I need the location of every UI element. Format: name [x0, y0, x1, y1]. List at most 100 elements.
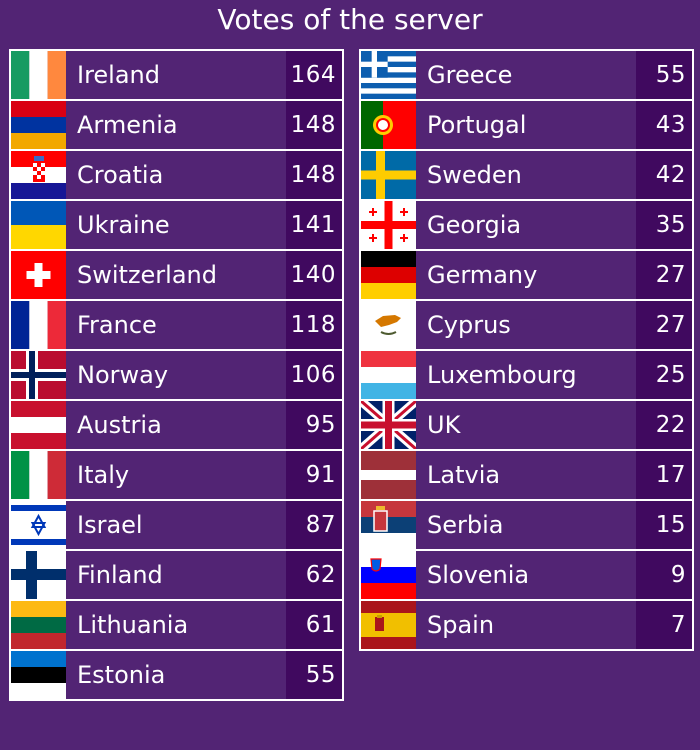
country-name: Finland: [77, 561, 163, 589]
france-flag-icon: [11, 301, 66, 349]
germany-flag-icon: [361, 251, 416, 299]
greece-flag-icon: [361, 51, 416, 99]
scoreboard-row: Lithuania 61: [11, 601, 342, 651]
scoreboard-row: Greece 55: [361, 51, 692, 101]
country-name: Greece: [427, 61, 513, 89]
georgia-flag-icon: [361, 201, 416, 249]
latvia-flag-icon: [361, 451, 416, 499]
scoreboard-row: Finland 62: [11, 551, 342, 601]
vote-score: 17: [636, 451, 692, 499]
scoreboard-row: Israel 87: [11, 501, 342, 551]
vote-score: 140: [286, 251, 342, 299]
vote-score: 35: [636, 201, 692, 249]
vote-score: 25: [636, 351, 692, 399]
country-name: Serbia: [427, 511, 504, 539]
scoreboard-right-column: Greece 55 Portugal 43 Sweden 42 Georgia …: [359, 49, 694, 651]
vote-score: 62: [286, 551, 342, 599]
vote-score: 141: [286, 201, 342, 249]
vote-score: 27: [636, 251, 692, 299]
spain-flag-icon: [361, 601, 416, 649]
uk-flag-icon: [361, 401, 416, 449]
country-name: Croatia: [77, 161, 164, 189]
scoreboard-row: Luxembourg 25: [361, 351, 692, 401]
country-name: Ireland: [77, 61, 161, 89]
country-name: Cyprus: [427, 311, 511, 339]
switzerland-flag-icon: [11, 251, 66, 299]
country-name: Portugal: [427, 111, 527, 139]
scoreboard-row: Austria 95: [11, 401, 342, 451]
country-name: Israel: [77, 511, 143, 539]
scoreboard-row: Sweden 42: [361, 151, 692, 201]
cyprus-flag-icon: [361, 301, 416, 349]
slovenia-flag-icon: [361, 551, 416, 599]
vote-score: 164: [286, 51, 342, 99]
country-name: Ukraine: [77, 211, 170, 239]
croatia-flag-icon: [11, 151, 66, 199]
country-name: Luxembourg: [427, 361, 577, 389]
page-title: Votes of the server: [217, 3, 483, 36]
scoreboard-row: Georgia 35: [361, 201, 692, 251]
armenia-flag-icon: [11, 101, 66, 149]
vote-score: 148: [286, 151, 342, 199]
country-name: Slovenia: [427, 561, 530, 589]
vote-score: 87: [286, 501, 342, 549]
scoreboard-row: Croatia 148: [11, 151, 342, 201]
serbia-flag-icon: [361, 501, 416, 549]
country-name: UK: [427, 411, 461, 439]
estonia-flag-icon: [11, 651, 66, 699]
scoreboard-row: France 118: [11, 301, 342, 351]
scoreboard-row: Serbia 15: [361, 501, 692, 551]
vote-score: 61: [286, 601, 342, 649]
portugal-flag-icon: [361, 101, 416, 149]
luxembourg-flag-icon: [361, 351, 416, 399]
ukraine-flag-icon: [11, 201, 66, 249]
vote-score: 148: [286, 101, 342, 149]
scoreboard-row: Switzerland 140: [11, 251, 342, 301]
vote-score: 7: [636, 601, 692, 649]
vote-score: 106: [286, 351, 342, 399]
sweden-flag-icon: [361, 151, 416, 199]
austria-flag-icon: [11, 401, 66, 449]
scoreboard-row: Slovenia 9: [361, 551, 692, 601]
vote-score: 118: [286, 301, 342, 349]
ireland-flag-icon: [11, 51, 66, 99]
scoreboard-row: Germany 27: [361, 251, 692, 301]
country-name: Italy: [77, 461, 130, 489]
scoreboard-row: Cyprus 27: [361, 301, 692, 351]
country-name: Switzerland: [77, 261, 217, 289]
country-name: Norway: [77, 361, 169, 389]
israel-flag-icon: [11, 501, 66, 549]
scoreboard-row: UK 22: [361, 401, 692, 451]
vote-score: 15: [636, 501, 692, 549]
scoreboard-left-column: Ireland 164 Armenia 148 Croatia 148 Ukra…: [9, 49, 344, 701]
country-name: Latvia: [427, 461, 501, 489]
vote-score: 22: [636, 401, 692, 449]
vote-score: 91: [286, 451, 342, 499]
italy-flag-icon: [11, 451, 66, 499]
scoreboard-row: Ireland 164: [11, 51, 342, 101]
finland-flag-icon: [11, 551, 66, 599]
scoreboard-row: Armenia 148: [11, 101, 342, 151]
vote-score: 55: [636, 51, 692, 99]
scoreboard-row: Norway 106: [11, 351, 342, 401]
country-name: Lithuania: [77, 611, 189, 639]
scoreboard-row: Portugal 43: [361, 101, 692, 151]
vote-score: 42: [636, 151, 692, 199]
country-name: Germany: [427, 261, 538, 289]
country-name: Georgia: [427, 211, 522, 239]
scoreboard-row: Italy 91: [11, 451, 342, 501]
vote-score: 95: [286, 401, 342, 449]
country-name: Estonia: [77, 661, 166, 689]
vote-score: 43: [636, 101, 692, 149]
scoreboard-row: Latvia 17: [361, 451, 692, 501]
country-name: Austria: [77, 411, 162, 439]
country-name: Armenia: [77, 111, 178, 139]
vote-score: 55: [286, 651, 342, 699]
lithuania-flag-icon: [11, 601, 66, 649]
vote-score: 27: [636, 301, 692, 349]
scoreboard-row: Spain 7: [361, 601, 692, 651]
norway-flag-icon: [11, 351, 66, 399]
vote-score: 9: [636, 551, 692, 599]
scoreboard-row: Ukraine 141: [11, 201, 342, 251]
country-name: France: [77, 311, 157, 339]
